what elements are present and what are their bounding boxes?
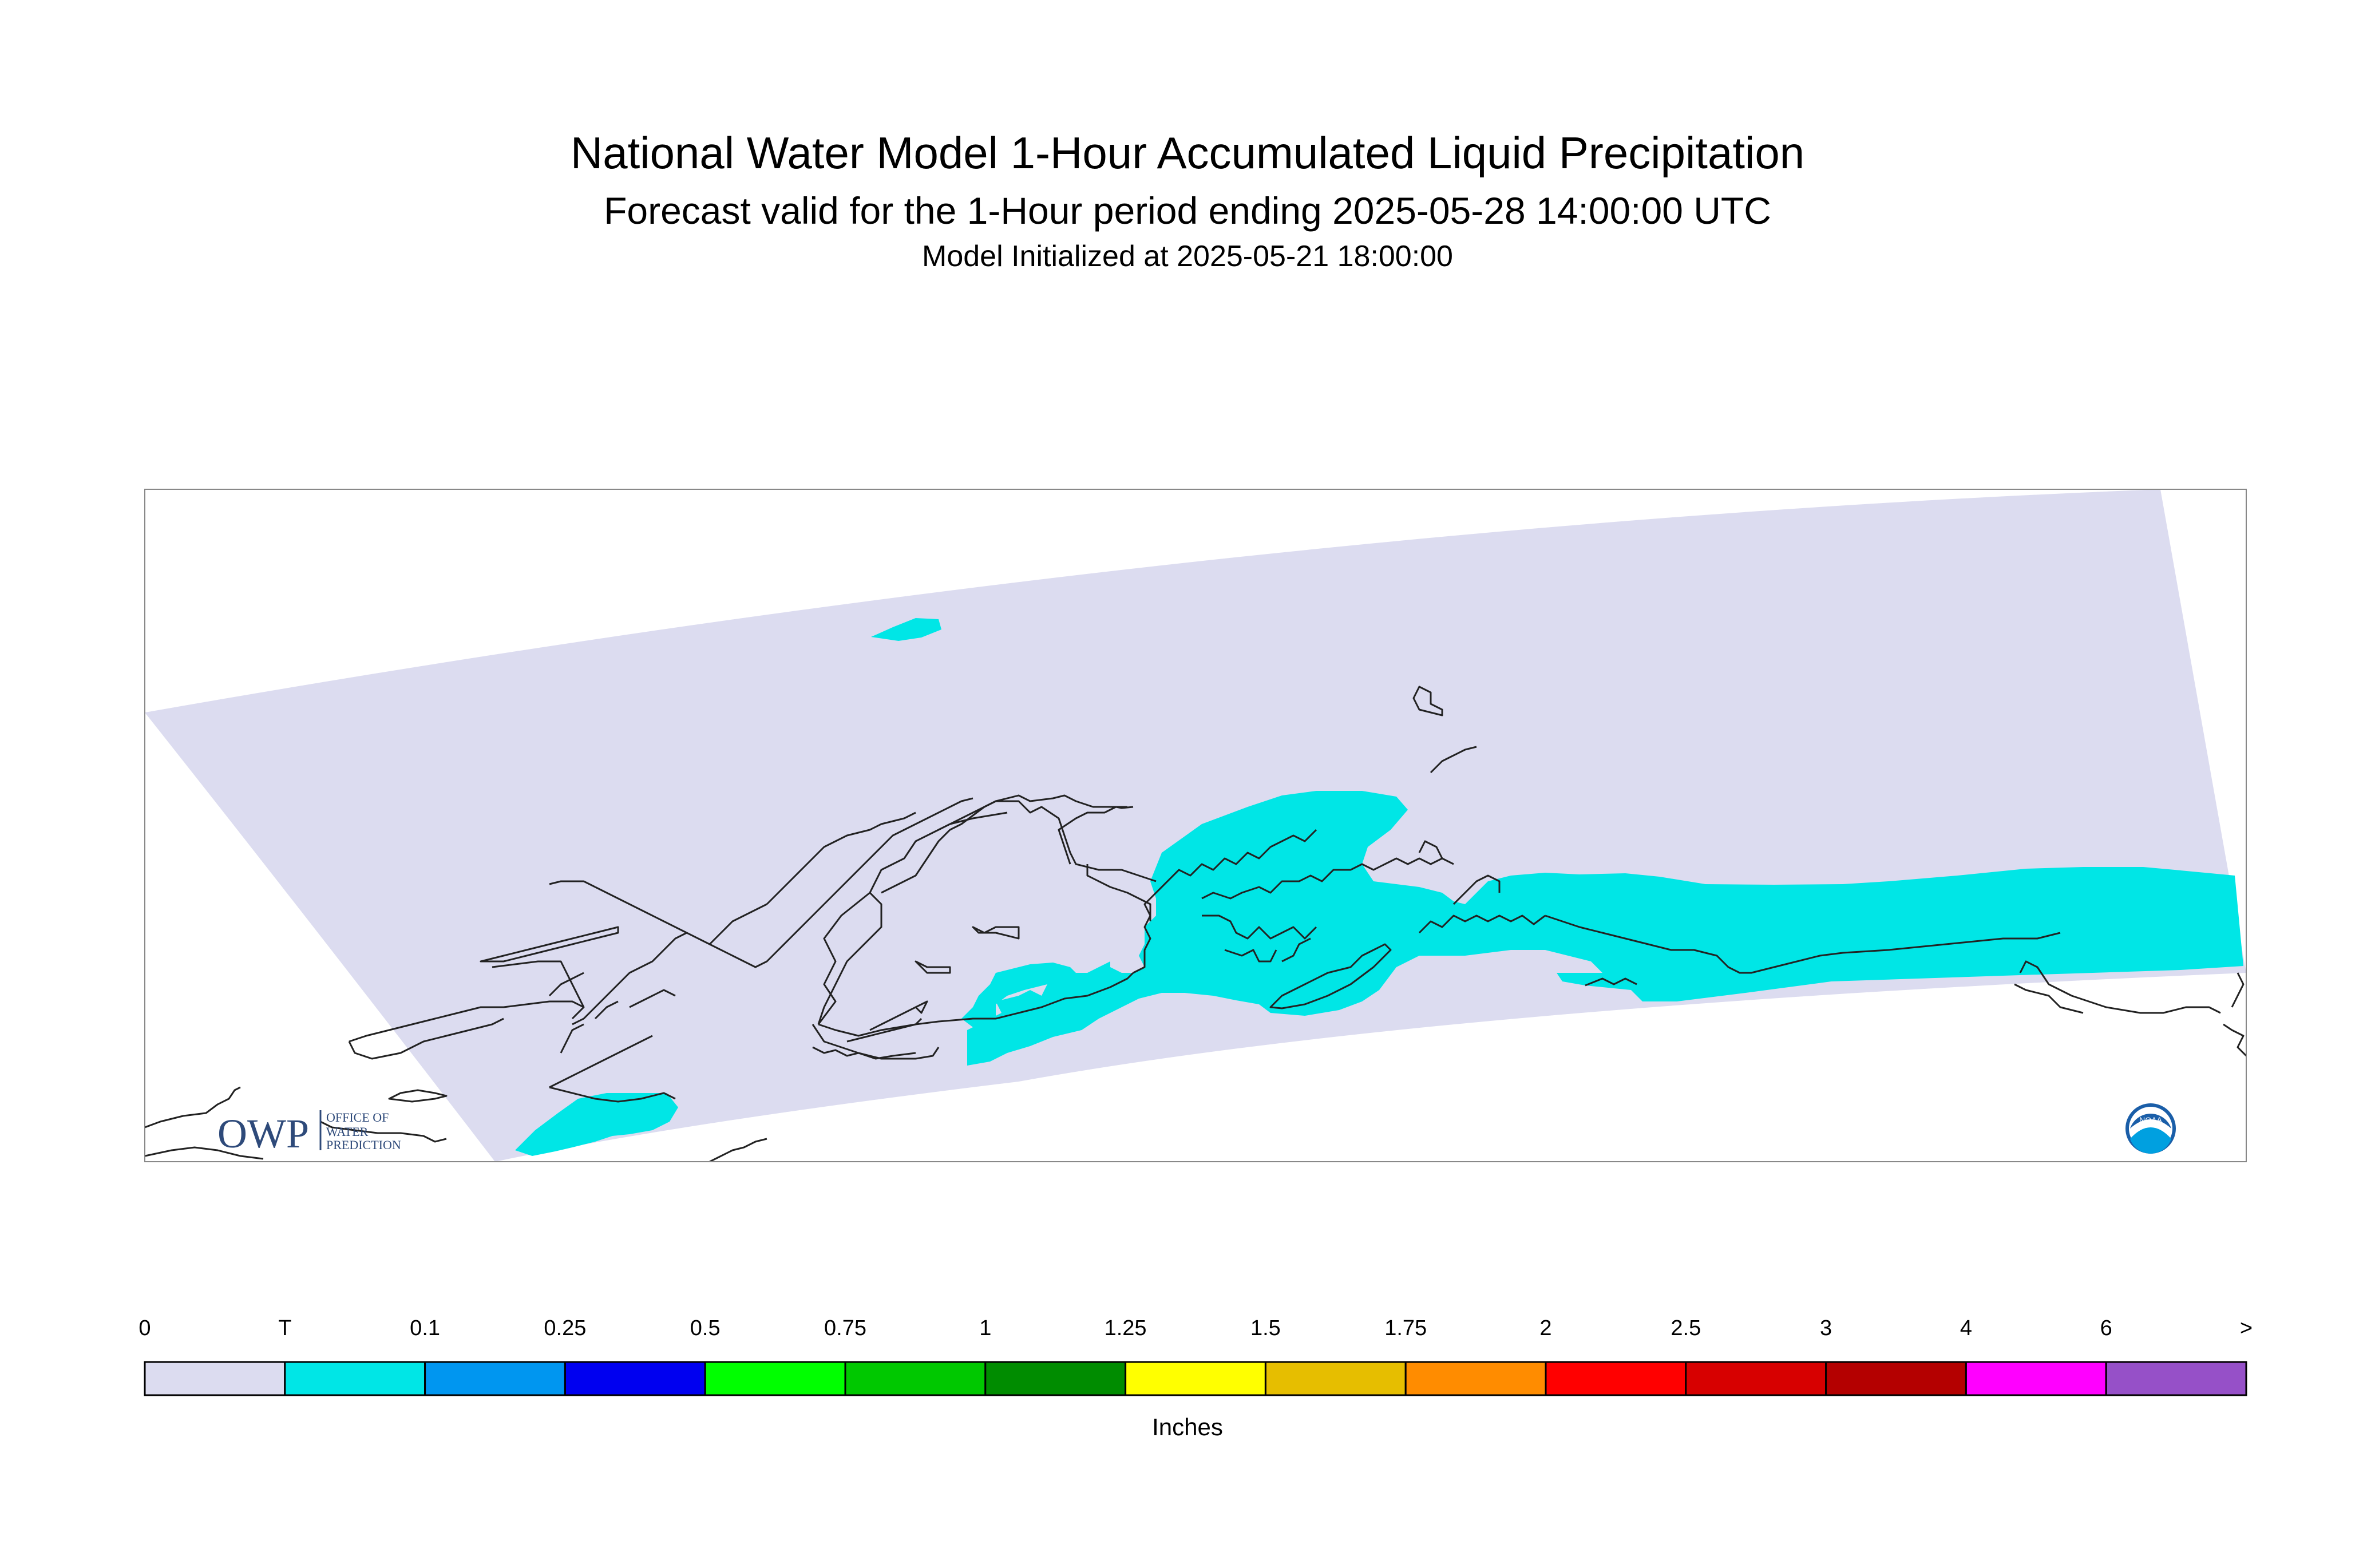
- legend-colorbar: [144, 1361, 2247, 1396]
- legend-swatch: [1264, 1361, 1407, 1396]
- legend-swatch: [424, 1361, 566, 1396]
- owp-logo-line-1: OFFICE OF: [326, 1110, 389, 1124]
- owp-logo: OWP OFFICE OF WATER PREDICTION: [217, 1110, 401, 1157]
- legend-swatch: [144, 1361, 286, 1396]
- coastlines: [145, 686, 2246, 1162]
- legend-swatch: [1825, 1361, 1967, 1396]
- precip-trace-areas: [515, 618, 2243, 1156]
- legend-swatch: [1404, 1361, 1547, 1396]
- map-frame: [144, 489, 2247, 1162]
- precip-region-west-arm: [961, 963, 1076, 1027]
- noaa-logo-text: NOAA: [2139, 1115, 2162, 1124]
- precip-region-central: [967, 791, 2243, 1066]
- legend-label: 0.75: [824, 1316, 866, 1340]
- legend-label: 4: [1960, 1316, 1972, 1340]
- legend-label: 1: [979, 1316, 992, 1340]
- legend-swatch: [564, 1361, 706, 1396]
- model-domain: [145, 489, 2246, 1162]
- legend-swatch: [984, 1361, 1127, 1396]
- legend-label: 6: [2100, 1316, 2112, 1340]
- legend-label: 3: [1820, 1316, 1832, 1340]
- map-title: National Water Model 1-Hour Accumulated …: [570, 128, 1805, 178]
- legend-label: 0: [138, 1316, 151, 1340]
- legend-swatch: [1125, 1361, 1266, 1396]
- owp-logo-line-3: PREDICTION: [326, 1138, 401, 1152]
- owp-logo-letters: OWP: [217, 1111, 309, 1157]
- legend-label: 1.5: [1250, 1316, 1281, 1340]
- legend-swatch: [844, 1361, 987, 1396]
- legend-swatch: [1965, 1361, 2107, 1396]
- model-init-time: Model Initialized at 2025-05-21 18:00:00: [922, 240, 1453, 273]
- legend-label: T: [278, 1316, 292, 1340]
- legend-label: 1.75: [1384, 1316, 1427, 1340]
- legend-swatch: [1545, 1361, 1687, 1396]
- legend-swatch: [2105, 1361, 2247, 1396]
- legend-swatch: [1685, 1361, 1827, 1396]
- legend-label: 0.25: [544, 1316, 587, 1340]
- legend-label: 1.25: [1104, 1316, 1147, 1340]
- precip-region-north: [871, 618, 941, 641]
- legend-label: 0.1: [410, 1316, 441, 1340]
- map-subtitle: Forecast valid for the 1-Hour period end…: [604, 189, 1771, 232]
- legend-label: 2.5: [1671, 1316, 1701, 1340]
- legend-swatch: [704, 1361, 846, 1396]
- legend-swatch: [284, 1361, 426, 1396]
- precip-region-southwest: [515, 1093, 678, 1156]
- legend-label: >: [2239, 1316, 2253, 1340]
- owp-logo-line-2: WATER: [326, 1124, 369, 1139]
- legend-label: 0.5: [690, 1316, 721, 1340]
- legend-units: Inches: [1152, 1413, 1223, 1440]
- noaa-logo: NOAA: [2125, 1103, 2176, 1154]
- legend-label: 2: [1539, 1316, 1552, 1340]
